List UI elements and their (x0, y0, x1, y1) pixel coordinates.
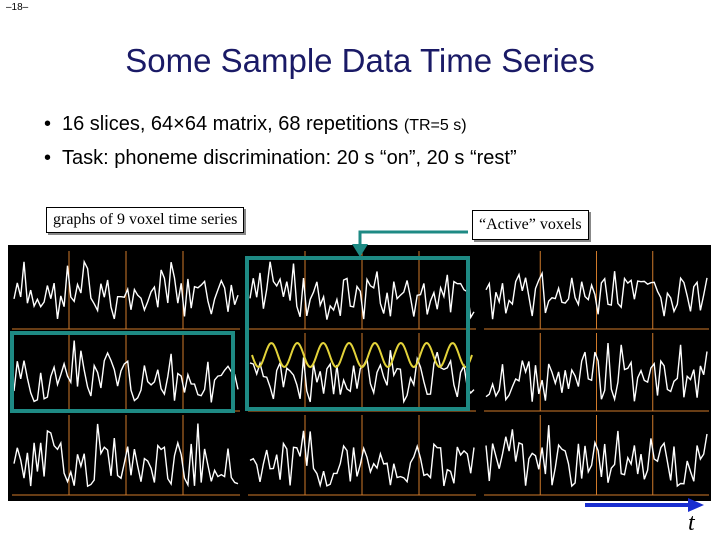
voxel-signal-trace (485, 342, 708, 402)
slide-number: –18– (6, 2, 29, 13)
voxel-cell-2-2 (484, 415, 709, 496)
slide-title: Some Sample Data Time Series (125, 42, 595, 79)
voxel-signal-trace (249, 430, 475, 488)
voxel-cell-0-2 (484, 251, 709, 330)
bullet-1-small: (TR=5 s) (403, 117, 467, 134)
bullet-2-main: Task: phoneme discrimination: 20 s “on”,… (62, 147, 517, 169)
active-voxels-label: “Active” voxels (472, 210, 589, 240)
voxel-cell-1-0 (12, 333, 240, 412)
bullet-dot-icon: • (44, 147, 52, 169)
connector-line (358, 230, 468, 246)
voxel-signal-trace (13, 423, 239, 488)
voxel-cell-0-1 (248, 251, 476, 330)
bullet-dot-icon: • (44, 113, 52, 135)
voxel-signal-trace (485, 425, 708, 488)
bullet-item-1: • 16 slices, 64×64 matrix, 68 repetitions… (44, 108, 517, 142)
voxel-cell-2-0 (12, 415, 240, 496)
time-axis-label: t (688, 510, 695, 536)
bullet-item-2: • Task: phoneme discrimination: 20 s “on”… (44, 142, 517, 174)
time-series-panel (8, 245, 711, 501)
voxel-signal-trace (13, 259, 239, 320)
voxel-cell-0-0 (12, 251, 240, 330)
voxel-signal-trace (485, 270, 708, 320)
voxel-cell-1-2 (484, 333, 709, 412)
bullet-1-main: 16 slices, 64×64 matrix, 68 repetitions (62, 113, 404, 135)
voxel-cell-1-1 (248, 333, 476, 412)
graphs-label: graphs of 9 voxel time series (46, 207, 245, 233)
bullet-list: • 16 slices, 64×64 matrix, 68 repetitions… (44, 108, 517, 174)
voxel-cell-2-1 (248, 415, 476, 496)
voxel-grid (12, 251, 709, 496)
